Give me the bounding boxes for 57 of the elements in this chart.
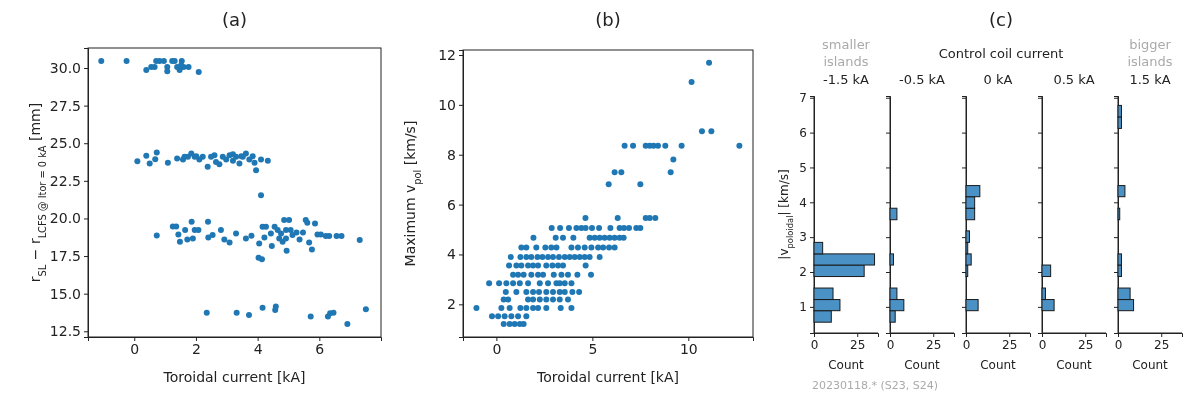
y-tick-label: 15.0	[49, 285, 81, 302]
y-tick-label: 1	[799, 300, 807, 315]
y-tick-label: 20.0	[49, 210, 81, 227]
text: (c)	[989, 9, 1013, 30]
y-tick-label: 2	[447, 296, 456, 313]
y-tick-label: 3	[799, 230, 807, 245]
chart-title: (a)	[221, 9, 248, 30]
x-tick-label: 25	[1078, 337, 1094, 352]
x-axis-title: Count	[980, 358, 1017, 372]
y-tick-label: 2	[799, 265, 807, 280]
y-tick-label: 22.5	[49, 172, 81, 189]
x-tick-label: 0	[1114, 337, 1123, 352]
y-tick-label: 4	[799, 195, 807, 210]
x-axis-title: Toroidal current [kA]	[162, 369, 306, 385]
text: 20230118.* (S23, S24)	[812, 379, 939, 392]
y-tick-label: 30.0	[49, 59, 81, 76]
y-tick-label: 8	[447, 146, 456, 163]
x-tick-label: 6	[315, 340, 325, 357]
x-tick-label: 0	[130, 340, 140, 357]
x-axis-title: Count	[1056, 358, 1093, 372]
x-tick-label: 25	[850, 337, 866, 352]
y-tick-label: 6	[799, 125, 807, 140]
y-tick-label: 25.0	[49, 135, 81, 152]
x-tick-label: 5	[588, 340, 598, 357]
y-tick-label: 5	[799, 160, 807, 175]
y-tick-label: 10	[438, 96, 456, 113]
x-axis-title: Count	[1132, 358, 1169, 372]
chart-title: 1.5 kA	[1129, 72, 1171, 87]
x-tick-label: 25	[1002, 337, 1018, 352]
x-tick-label: 2	[191, 340, 201, 357]
x-axis-title: Count	[904, 358, 941, 372]
y-tick-label: 6	[447, 196, 457, 213]
x-tick-label: 25	[926, 337, 942, 352]
x-tick-label: 0	[1038, 337, 1047, 352]
chart-title: (b)	[595, 9, 621, 30]
y-tick-label: 27.5	[49, 97, 81, 114]
chart-title: 0.5 kA	[1053, 72, 1095, 87]
text: bigger islands	[1127, 37, 1173, 69]
y-tick-label: 12	[438, 46, 456, 63]
x-tick-label: 0	[810, 337, 819, 352]
y-tick-label: 4	[447, 246, 457, 263]
y-tick-label: 7	[799, 91, 807, 106]
text: smaller islands	[822, 37, 871, 69]
chart-title: -0.5 kA	[899, 72, 946, 87]
chart-title: 0 kA	[983, 72, 1013, 87]
x-tick-label: 25	[1154, 337, 1170, 352]
y-tick-label: 12.5	[49, 323, 81, 340]
x-tick-label: 4	[253, 340, 263, 357]
text: Control coil current	[938, 46, 1064, 61]
x-tick-label: 10	[679, 340, 698, 357]
x-tick-label: 0	[962, 337, 971, 352]
y-tick-label: 17.5	[49, 248, 81, 265]
x-axis-title: Toroidal current [kA]	[535, 369, 680, 385]
x-tick-label: 0	[886, 337, 895, 352]
x-tick-label: 0	[492, 340, 502, 357]
x-axis-title: Count	[828, 358, 865, 372]
chart-title: -1.5 kA	[823, 72, 870, 87]
